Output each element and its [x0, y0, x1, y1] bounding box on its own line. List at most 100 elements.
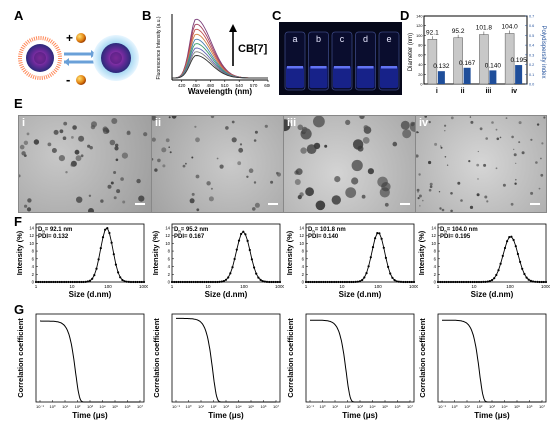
tem-image-iii: iii	[283, 115, 417, 213]
f-data-point	[361, 278, 364, 282]
f-data-point	[93, 274, 96, 277]
tem-particle	[515, 162, 517, 164]
g-x-tick-label: 10²	[211, 404, 217, 409]
tem-particle	[253, 181, 257, 184]
correlation-chart-iii: 10⁻¹ 10⁰ 10¹ 10² 10³ 10⁴ 10⁵ 10⁶ 10⁷ Correlation …	[286, 313, 415, 420]
tem-particle	[231, 120, 235, 124]
f-data-point	[333, 280, 336, 284]
tem-particle	[78, 135, 85, 142]
d-y-tick-label-right: 0.0	[529, 83, 534, 87]
d-category-label: ii	[461, 88, 465, 95]
tem-particle	[114, 146, 119, 151]
tem-particle	[107, 184, 112, 189]
f-x-label: Size (d.nm)	[69, 290, 112, 299]
f-data-point	[356, 280, 359, 283]
f-data-point	[313, 280, 316, 284]
f-data-point	[475, 280, 478, 284]
g-x-label: Time (μs)	[342, 411, 378, 420]
f-data-point	[235, 248, 238, 251]
g-x-tick-label: 10⁵	[248, 404, 254, 409]
f-y-tick-label: 12	[431, 233, 436, 238]
tem-particle	[416, 154, 419, 158]
f-data-point	[186, 280, 189, 284]
f-dh-prefix: D	[38, 227, 43, 233]
f-data-point	[328, 280, 331, 284]
f-data-point	[110, 241, 113, 244]
f-y-tick-label: 6	[168, 256, 171, 261]
f-data-point	[503, 246, 507, 250]
panel-label-f: F	[14, 214, 22, 229]
g-x-tick-label: 10⁴	[235, 404, 241, 409]
f-series-line	[306, 232, 414, 283]
tem-particle	[351, 177, 359, 185]
d-value-label-pdi: 0.132	[433, 63, 450, 70]
f-data-point	[127, 280, 130, 283]
tem-particle	[450, 209, 453, 212]
f-y-tick-label: 4	[168, 264, 171, 269]
f-data-point	[462, 280, 465, 284]
f-y-tick-label: 6	[302, 256, 305, 261]
f-data-point	[173, 280, 176, 284]
tem-particle	[208, 196, 214, 202]
tem-particle	[196, 208, 200, 212]
panel-label-b: B	[142, 8, 152, 23]
f-data-point	[402, 280, 405, 284]
g-series-line	[40, 320, 140, 403]
f-y-label: Intensity (%)	[151, 230, 160, 275]
f-y-tick-label: 4	[434, 264, 437, 269]
f-data-point	[395, 280, 398, 283]
f-y-label: Intensity (%)	[15, 230, 24, 275]
f-x-tick-label: 100	[506, 284, 514, 289]
f-data-point	[382, 246, 385, 249]
g-x-tick-label: 10¹	[198, 404, 204, 409]
f-data-point	[84, 280, 87, 283]
f-data-point	[501, 254, 504, 257]
f-data-point	[253, 266, 256, 269]
panel-label-c: C	[272, 8, 282, 23]
tem-particle	[102, 127, 110, 134]
tem-particle	[136, 178, 141, 184]
f-data-point	[482, 280, 485, 283]
dls-chart-iii: 1 10 100 1000 0 2 4 6 8 10 12 14 Intensity (%) Size (…	[285, 223, 418, 299]
f-dh-subscript: h	[42, 229, 45, 234]
f-data-point	[350, 280, 353, 284]
tem-particle	[434, 142, 438, 146]
tem-particle	[384, 202, 389, 207]
tem-particle	[219, 164, 224, 169]
d-y-tick-label-left: 60	[418, 53, 422, 57]
tem-particle	[154, 168, 158, 172]
vial-photo: a b c d e	[279, 22, 402, 95]
f-data-point	[324, 280, 327, 284]
tem-particle	[362, 137, 370, 144]
f-x-tick-label: 1	[171, 284, 174, 289]
guest-molecule-icon-2	[76, 75, 86, 85]
tem-particle	[109, 139, 116, 146]
f-data-point	[99, 247, 102, 250]
f-dh-prefix: D	[174, 227, 179, 233]
f-data-point	[248, 248, 251, 252]
tem-particle	[19, 144, 25, 150]
tem-particle	[216, 157, 219, 160]
f-data-point	[393, 279, 396, 282]
tem-label-ii: ii	[155, 117, 162, 129]
tem-particle	[477, 150, 479, 153]
f-data-point	[233, 257, 236, 261]
tem-particle	[324, 144, 328, 148]
f-data-point	[270, 280, 273, 284]
f-data-point	[326, 280, 329, 284]
f-data-point	[216, 280, 219, 284]
f-data-point	[227, 276, 230, 279]
tem-particle	[513, 148, 515, 151]
f-dh-annotation: Dh= 92.1 nm	[38, 227, 72, 234]
g-x-tick-label: 10¹	[464, 404, 470, 409]
tem-particle	[115, 158, 119, 162]
tem-particle	[541, 142, 544, 145]
f-data-point	[469, 280, 472, 284]
tem-particle	[315, 200, 326, 211]
g-frame	[437, 313, 547, 403]
tem-particle	[334, 176, 341, 183]
panel-label-a: A	[14, 8, 24, 23]
f-data-point	[106, 227, 109, 230]
f-frame	[437, 223, 547, 283]
tem-particle	[416, 131, 419, 134]
